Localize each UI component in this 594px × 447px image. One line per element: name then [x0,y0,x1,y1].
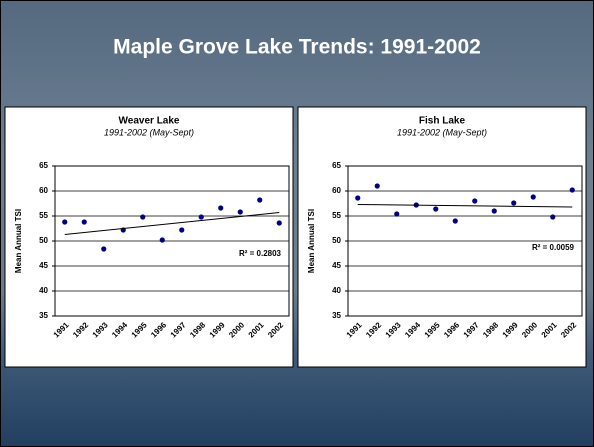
data-point [569,187,575,193]
data-point [374,183,380,189]
y-tick-label: 40 [332,286,341,295]
data-point [452,218,458,224]
data-point [472,198,478,204]
y-axis-label: Mean Annual TSI [14,209,23,273]
y-axis-label: Mean Annual TSI [307,209,316,273]
y-tick-label: 60 [332,186,341,195]
y-tick-label: 35 [39,311,48,320]
data-point [101,246,107,252]
y-tick-label: 65 [332,161,341,170]
chart-panel [297,106,587,368]
trendline [357,204,573,208]
data-point [276,220,282,226]
y-tick-label: 50 [332,236,341,245]
y-tick-label: 45 [332,261,341,270]
plot-area [54,165,290,317]
y-tick-label: 40 [39,286,48,295]
data-point [62,219,68,225]
slide-title: Maple Grove Lake Trends: 1991-2002 [113,36,481,59]
data-point [198,214,204,220]
data-point [179,227,185,233]
chart-title: Weaver Lake [119,116,180,127]
data-point [218,205,224,211]
chart-panel [4,106,294,368]
chart-subtitle: 1991-2002 (May-Sept) [397,127,487,137]
data-point [550,214,556,220]
y-tick-label: 65 [39,161,48,170]
data-point [140,214,146,220]
data-point [355,195,361,201]
y-tick-label: 60 [39,186,48,195]
y-tick-label: 55 [332,211,341,220]
data-point [530,194,536,200]
trendline [64,212,280,235]
y-tick-label: 45 [39,261,48,270]
data-point [159,237,165,243]
y-tick-label: 50 [39,236,48,245]
chart-subtitle: 1991-2002 (May-Sept) [104,127,194,137]
data-point [433,206,439,212]
y-tick-label: 55 [39,211,48,220]
y-tick-label: 35 [332,311,341,320]
data-point [491,208,497,214]
plot-area [347,165,583,317]
r-squared-label: R² = 0.2803 [239,249,282,258]
data-point [257,197,263,203]
data-point [81,219,87,225]
chart-title: Fish Lake [419,116,466,127]
data-point [511,200,517,206]
r-squared-label: R² = 0.0059 [532,243,575,252]
data-point [394,211,400,217]
data-point [237,209,243,215]
